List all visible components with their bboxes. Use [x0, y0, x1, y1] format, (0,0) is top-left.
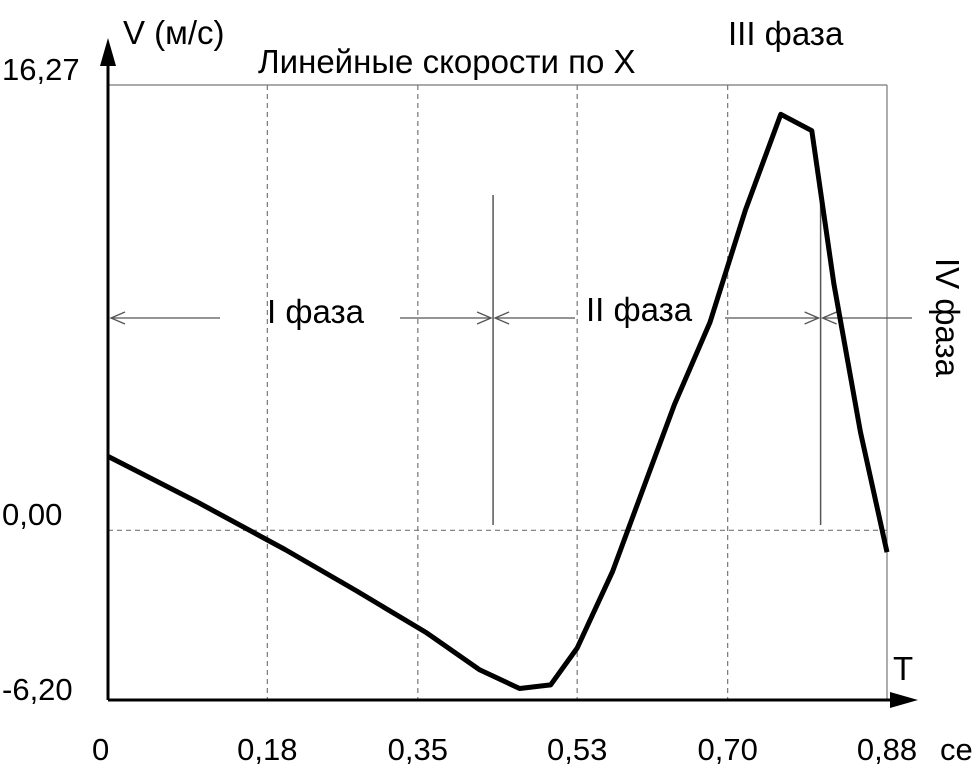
x-tick-label-5: 0,88	[857, 732, 917, 767]
chart-title: Линейные скорости по X	[258, 43, 636, 80]
y-tick-label-1: 0,00	[2, 497, 62, 532]
y-tick-label-0: 16,27	[2, 52, 80, 87]
x-tick-label-1: 0,18	[237, 732, 297, 767]
phase2-arrow-left	[493, 311, 575, 325]
phase-label-2: II фаза	[586, 291, 693, 328]
phase4-arrow-left	[820, 311, 912, 325]
y-axis-arrow	[100, 38, 116, 66]
grid	[108, 84, 888, 700]
phase1-arrow-left	[109, 311, 220, 325]
phase1-arrow-right	[400, 311, 493, 325]
axes	[100, 38, 918, 708]
tick-labels: 0 0,18 0,35 0,53 0,70 0,88 16,27 0,00 -6,20	[2, 52, 917, 767]
phase2-arrow-right	[725, 311, 821, 325]
phase-label-3: III фаза	[728, 15, 844, 52]
x-tick-label-3: 0,53	[547, 732, 607, 767]
x-axis-label: T	[893, 650, 913, 687]
phase-markers	[109, 195, 912, 525]
x-tick-label-4: 0,70	[697, 732, 757, 767]
series-line-vx	[106, 111, 890, 691]
x-unit-fragment: се	[940, 732, 973, 767]
x-axis-arrow	[890, 692, 918, 708]
y-axis-label: V (м/с)	[123, 14, 225, 51]
phase-label-4: IV фаза	[929, 258, 966, 378]
x-tick-label-0: 0	[92, 732, 109, 767]
y-tick-label-2: -6,20	[2, 672, 73, 707]
x-tick-label-2: 0,35	[388, 732, 448, 767]
phase-label-1: I фаза	[267, 293, 365, 330]
